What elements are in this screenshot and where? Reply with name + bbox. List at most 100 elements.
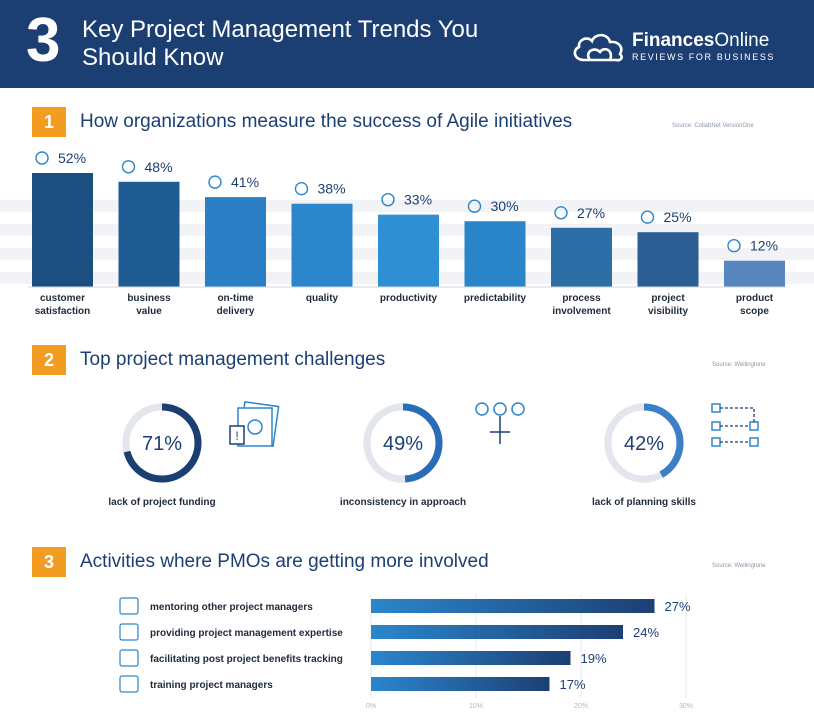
bar-value-label: 27% [577,205,605,221]
category-label: delivery [217,306,255,317]
bar-value-label: 52% [58,150,86,166]
activity-label: training project managers [150,680,273,691]
bar-category-icon [727,238,741,253]
donut-arc [122,403,202,483]
category-label: quality [306,293,339,304]
activity-icon [119,597,139,615]
donut-svg: 42% [604,403,684,483]
category-label: business [127,293,171,304]
bar [205,197,266,287]
x-tick-label: 0% [366,703,376,710]
bar-category-icon [121,160,136,174]
bar-category-icon [554,206,568,220]
category-label: customer [40,293,85,304]
bar-value-label: 38% [318,181,346,197]
donut-svg: 71% [122,403,202,483]
section-3-source: Source: Wellingtone [712,563,766,569]
donut-arc [604,403,684,483]
category-label: product [736,293,774,304]
activity-value-label: 27% [665,599,691,614]
bar-category-icon [381,192,395,207]
bar [551,227,612,287]
activity-bar [371,625,623,639]
activity-bar [371,651,571,665]
donut-arc [363,403,443,483]
activity-bar [371,677,550,691]
bar-value-label: 33% [404,192,432,208]
donut-chart: 49% [353,393,453,498]
category-label: value [136,306,162,317]
activity-icon [119,649,139,667]
category-label: on-time [217,293,254,304]
process-flow-icon [475,402,525,444]
section-3-number: 3 [32,547,66,577]
bar-category-icon [208,175,222,189]
category-label: satisfaction [35,306,91,317]
donut-value-label: 42% [624,433,664,455]
bar-value-label: 48% [145,159,173,175]
bar [291,203,353,287]
bar-category-icon [35,151,49,165]
category-label: visibility [648,306,688,317]
category-label: predictability [464,293,527,304]
activity-icon [119,623,139,641]
activity-label: mentoring other project managers [150,602,313,613]
category-label: project [651,293,685,304]
section-2-number: 2 [32,345,66,375]
section-1-source: Source: CollabNet VersionOne [672,123,754,129]
category-label: involvement [552,306,611,317]
activity-value-label: 24% [633,625,659,640]
category-label: process [562,293,601,304]
brand-name: FinancesOnline [632,30,770,51]
bar-category-icon [467,199,482,213]
header-number: 3 [26,6,61,75]
bar-category-icon [294,181,309,196]
bar-value-label: 12% [750,238,778,254]
activity-value-label: 17% [560,677,586,692]
activity-icon [119,675,139,693]
bar-value-label: 25% [664,209,692,225]
x-tick-label: 20% [574,703,588,710]
brand-logo[interactable]: FinancesOnline REVIEWS FOR BUSINESS [570,28,800,68]
activity-label: providing project management expertise [150,628,343,639]
donut-caption: lack of planning skills [592,497,696,508]
page-title: Key Project Management Trends You Should… [82,16,479,71]
svg-text:!: ! [235,429,238,443]
bar [464,221,526,287]
donut-svg: 49% [363,403,443,483]
x-tick-label: 10% [469,703,483,710]
bar-value-label: 41% [231,174,259,190]
bar [32,173,93,287]
bar [724,260,785,287]
section-2-title: Top project management challenges [80,349,386,370]
pmo-activities-bar-chart: 0% 10% 20% 30% 27% mentoring other project ma… [119,594,693,710]
bar-value-label: 30% [491,198,519,214]
section-1-number: 1 [32,107,66,137]
bar [118,181,180,287]
section-3-title: Activities where PMOs are getting more i… [80,551,489,572]
category-label: productivity [380,293,438,304]
donut-value-label: 49% [383,433,423,455]
cloud-logo-icon [573,33,623,62]
grid-band [0,200,814,212]
bar [378,214,439,287]
section-2-source: Source: Wellingtone [712,362,766,368]
donut-caption: lack of project funding [108,497,216,508]
activity-bar [371,599,655,613]
planning-diagram-icon [711,403,759,447]
activity-label: facilitating post project benefits track… [150,654,343,665]
donut-chart: 71% [112,393,212,498]
section-1-title: How organizations measure the success of… [80,111,573,132]
activity-value-label: 19% [581,651,607,666]
category-label: scope [740,306,769,317]
donut-value-label: 71% [142,433,182,455]
agile-success-bar-chart: 52% customer satisfaction 48% business value 4… [0,150,814,317]
money-bills-icon: ! [229,400,280,448]
brand-tagline: REVIEWS FOR BUSINESS [632,52,776,62]
donut-chart: 42% [594,393,694,498]
bar [637,232,699,287]
x-tick-label: 30% [679,703,693,710]
bar-category-icon [640,210,655,224]
donut-caption: inconsistency in approach [339,497,467,508]
header-banner: 3 Key Project Management Trends You Shou… [0,0,814,88]
